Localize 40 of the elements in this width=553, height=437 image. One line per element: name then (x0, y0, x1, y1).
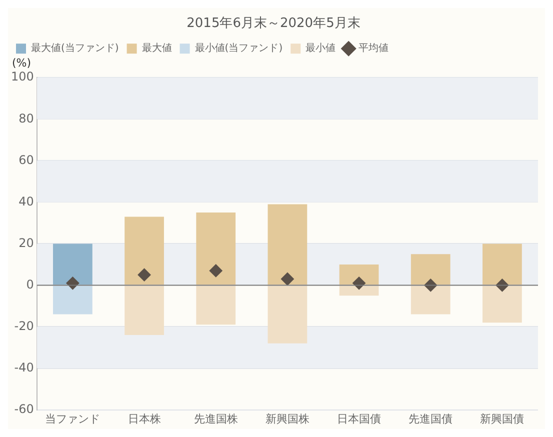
point (280, 272, 294, 286)
bar (339, 264, 379, 285)
x-tick-label: 当ファンド (45, 412, 100, 426)
x-tick-label: 日本国債 (337, 412, 382, 426)
bar (53, 286, 92, 314)
y-tick-label: -20 (14, 318, 34, 333)
chart-title: 2015年6月末～2020年5月末 (186, 16, 360, 32)
bar (268, 286, 308, 344)
y-tick-label: 100 (11, 70, 34, 84)
y-axis-title: (%) (12, 56, 32, 70)
y-tick-label: 40 (18, 194, 34, 208)
point (138, 268, 151, 282)
x-tick-label: 新興国債 (480, 412, 524, 426)
x-tick-label: 新興国株 (265, 412, 310, 426)
bar (268, 204, 308, 285)
bar (53, 244, 92, 285)
y-tick-label: -40 (14, 360, 34, 374)
y-tick-label: 0 (26, 277, 34, 292)
y-tick-label: -60 (14, 402, 34, 416)
bar (482, 244, 522, 285)
legend-label: 最大値(当ファンド) (31, 42, 119, 54)
x-tick-label: 先進国債 (408, 412, 453, 426)
y-tick-label: 20 (18, 236, 34, 250)
bar (124, 216, 164, 285)
bar (196, 286, 236, 325)
point (209, 264, 222, 278)
x-tick-label: 先進国株 (194, 412, 238, 426)
bar (482, 286, 522, 323)
y-tick-label: 80 (18, 111, 34, 126)
legend-label: 平均値 (358, 42, 389, 54)
y-tick-label: 60 (18, 152, 34, 167)
bar (339, 286, 379, 296)
bar (410, 286, 450, 314)
bar (124, 286, 164, 336)
legend-label: 最大値 (142, 42, 172, 54)
bar (410, 254, 450, 285)
x-tick-label: 日本株 (128, 412, 161, 426)
legend-label: 最小値(当ファンド) (194, 42, 283, 54)
bar (196, 212, 236, 285)
legend-label: 最小値 (306, 42, 336, 54)
